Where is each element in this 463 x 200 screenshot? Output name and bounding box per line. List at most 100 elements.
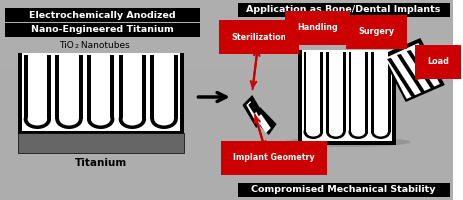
Bar bbox=[0, 98, 453, 99]
Bar bbox=[0, 141, 453, 142]
Bar bbox=[0, 55, 453, 56]
Bar bbox=[0, 94, 453, 95]
Bar bbox=[0, 147, 453, 148]
Bar bbox=[0, 163, 453, 164]
Bar bbox=[0, 199, 453, 200]
Bar bbox=[28, 54, 47, 119]
Bar bbox=[0, 181, 453, 182]
Bar bbox=[0, 74, 453, 75]
Bar bbox=[0, 73, 453, 74]
Bar bbox=[0, 11, 453, 12]
Bar bbox=[0, 18, 453, 19]
Bar bbox=[0, 17, 453, 18]
Bar bbox=[0, 194, 453, 195]
Bar bbox=[0, 165, 453, 166]
Bar bbox=[0, 131, 453, 132]
Bar bbox=[0, 100, 453, 101]
Bar bbox=[0, 42, 453, 43]
Bar bbox=[0, 160, 453, 161]
Bar bbox=[0, 71, 453, 72]
Bar bbox=[0, 162, 453, 163]
Bar bbox=[150, 55, 154, 119]
Bar bbox=[0, 116, 453, 117]
Bar bbox=[0, 54, 453, 55]
Bar bbox=[374, 51, 388, 132]
Bar bbox=[0, 26, 453, 27]
Bar bbox=[0, 57, 453, 58]
Bar bbox=[0, 196, 453, 197]
Bar bbox=[0, 174, 453, 175]
Bar bbox=[0, 146, 453, 147]
Bar bbox=[0, 46, 453, 47]
Bar bbox=[0, 20, 453, 21]
Bar bbox=[0, 76, 453, 77]
Text: Surgery: Surgery bbox=[358, 27, 394, 36]
Polygon shape bbox=[381, 38, 445, 102]
Ellipse shape bbox=[307, 128, 320, 136]
Bar bbox=[329, 51, 343, 132]
Bar bbox=[0, 198, 453, 199]
Bar bbox=[0, 102, 453, 103]
Bar bbox=[0, 37, 453, 38]
Bar bbox=[79, 55, 83, 119]
Bar bbox=[0, 56, 453, 57]
Bar bbox=[0, 10, 453, 11]
Bar bbox=[0, 168, 453, 169]
Bar bbox=[0, 140, 453, 141]
Bar bbox=[0, 50, 453, 51]
Bar bbox=[0, 128, 453, 129]
Ellipse shape bbox=[91, 113, 111, 126]
Bar bbox=[0, 9, 453, 10]
Bar bbox=[0, 80, 453, 81]
Bar bbox=[0, 81, 453, 82]
Bar bbox=[91, 54, 111, 119]
Bar bbox=[0, 21, 453, 22]
Polygon shape bbox=[397, 54, 425, 93]
Bar bbox=[0, 78, 453, 79]
Bar bbox=[0, 117, 453, 118]
Bar bbox=[0, 175, 453, 176]
Bar bbox=[0, 5, 453, 6]
Bar bbox=[0, 22, 453, 23]
Bar bbox=[0, 151, 453, 152]
Bar bbox=[0, 166, 453, 167]
Bar bbox=[5, 8, 200, 22]
Bar bbox=[0, 157, 453, 158]
Bar bbox=[0, 60, 453, 61]
Ellipse shape bbox=[56, 109, 83, 129]
Bar bbox=[0, 38, 453, 39]
Text: Implant Geometry: Implant Geometry bbox=[233, 154, 314, 162]
Bar bbox=[0, 148, 453, 149]
Bar bbox=[0, 75, 453, 76]
Ellipse shape bbox=[371, 125, 390, 139]
Bar bbox=[0, 32, 453, 33]
Bar bbox=[0, 97, 453, 98]
Ellipse shape bbox=[28, 113, 47, 126]
Bar bbox=[0, 114, 453, 115]
Text: Sterilization: Sterilization bbox=[232, 32, 287, 42]
Bar bbox=[0, 77, 453, 78]
Bar bbox=[298, 50, 396, 145]
Bar bbox=[0, 119, 453, 120]
Bar bbox=[0, 197, 453, 198]
Bar bbox=[0, 142, 453, 143]
Bar bbox=[0, 6, 453, 7]
Text: Handling: Handling bbox=[297, 23, 338, 32]
Bar bbox=[0, 19, 453, 20]
Bar bbox=[0, 25, 453, 26]
Bar bbox=[0, 31, 453, 32]
Bar bbox=[0, 28, 453, 29]
Bar bbox=[0, 85, 453, 86]
Bar bbox=[0, 183, 453, 184]
Bar bbox=[0, 33, 453, 34]
Bar bbox=[351, 51, 365, 132]
Bar bbox=[0, 92, 453, 93]
Bar bbox=[0, 30, 453, 31]
Bar bbox=[0, 192, 453, 193]
Polygon shape bbox=[256, 114, 271, 133]
Bar bbox=[0, 150, 453, 151]
Bar bbox=[174, 55, 178, 119]
Bar bbox=[0, 173, 453, 174]
Text: Nanotubes: Nanotubes bbox=[78, 40, 130, 49]
Bar bbox=[0, 90, 453, 91]
